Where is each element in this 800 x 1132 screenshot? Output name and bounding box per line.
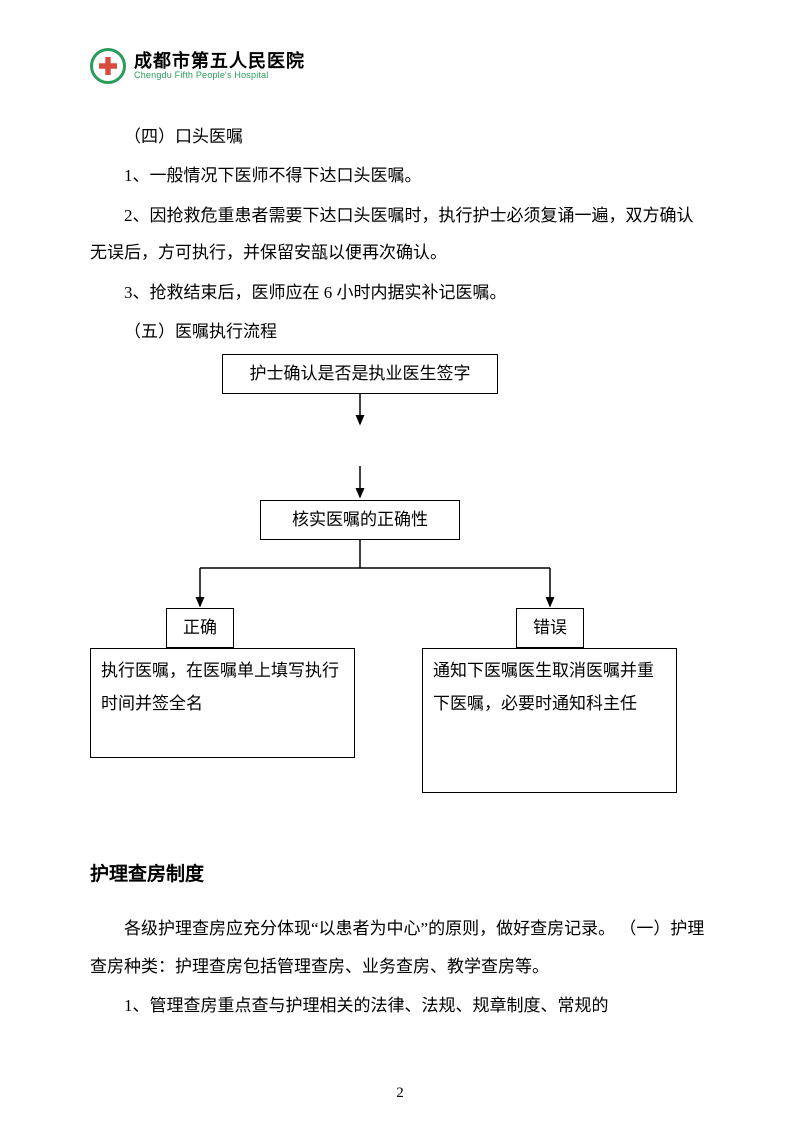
- nursing-rounds-intro: 各级护理查房应充分体现“以患者为中心”的原则，做好查房记录。 （一）护理查房种类…: [90, 910, 710, 985]
- section-4-item-1: 1、一般情况下医师不得下达口头医嘱。: [90, 157, 710, 194]
- section-5-title: （五）医嘱执行流程: [90, 313, 710, 350]
- flow-node-execute: 执行医嘱，在医嘱单上填写执行时间并签全名: [90, 648, 355, 758]
- header: 成都市第五人民医院 Chengdu Fifth People's Hospita…: [90, 48, 710, 84]
- flow-node-verify: 核实医嘱的正确性: [260, 500, 460, 540]
- order-execution-flowchart: 医师下达医嘱 护士确认是否是执业医生签字 核实医嘱的正确性 正确 错误 执行医嘱…: [130, 354, 690, 844]
- section-4-item-3: 3、抢救结束后，医师应在 6 小时内据实补记医嘱。: [90, 274, 710, 311]
- flow-node-notify: 通知下医嘱医生取消医嘱并重下医嘱，必要时通知科主任: [422, 648, 677, 793]
- flow-node-nurse-confirm: 护士确认是否是执业医生签字: [222, 354, 498, 394]
- page-number: 2: [0, 1085, 800, 1102]
- section-4-item-2: 2、因抢救危重患者需要下达口头医嘱时，执行护士必须复诵一遍，双方确认无误后，方可…: [90, 197, 710, 272]
- hospital-logo-icon: [90, 48, 126, 84]
- nursing-rounds-item-1: 1、管理查房重点查与护理相关的法律、法规、规章制度、常规的: [90, 987, 710, 1024]
- flow-label-correct: 正确: [166, 608, 234, 648]
- section-4-title: （四）口头医嘱: [90, 118, 710, 155]
- hospital-name-cn: 成都市第五人民医院: [134, 52, 305, 71]
- red-cross-icon: [99, 57, 117, 75]
- header-text: 成都市第五人民医院 Chengdu Fifth People's Hospita…: [134, 52, 305, 80]
- hospital-name-en: Chengdu Fifth People's Hospital: [134, 71, 305, 80]
- document-body: （四）口头医嘱 1、一般情况下医师不得下达口头医嘱。 2、因抢救危重患者需要下达…: [90, 118, 710, 1024]
- flow-label-wrong: 错误: [516, 608, 584, 648]
- nursing-rounds-title: 护理查房制度: [90, 854, 710, 896]
